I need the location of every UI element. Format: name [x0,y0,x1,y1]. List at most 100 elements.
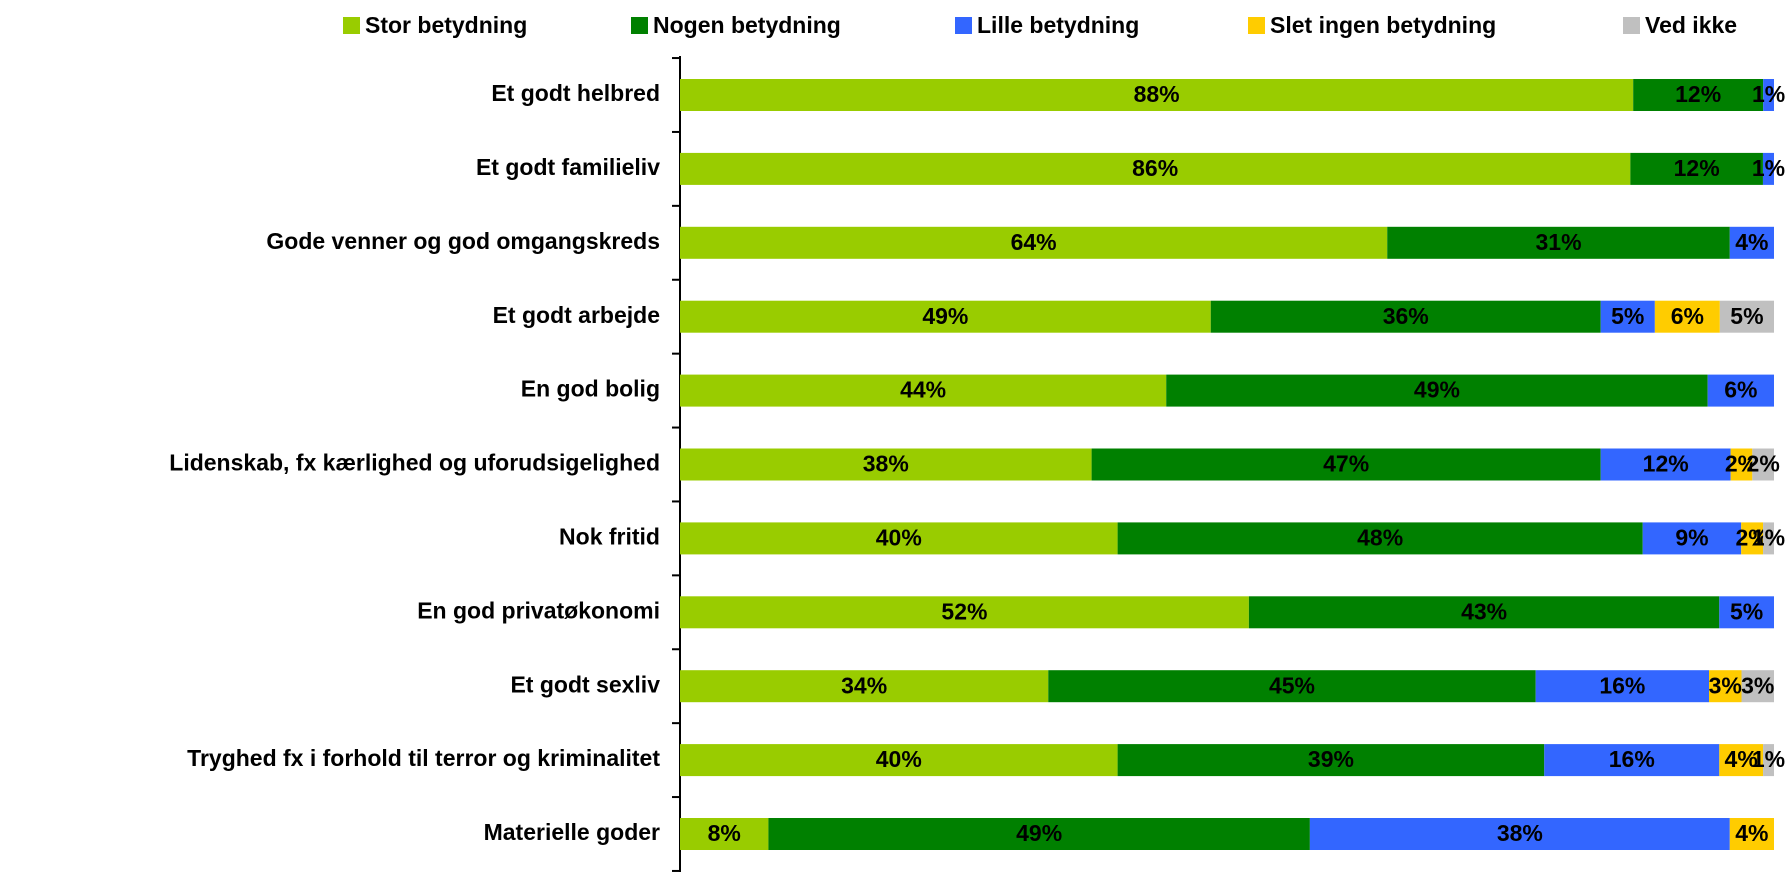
bar-segment [1752,448,1774,481]
bar-segment [1630,152,1763,185]
bar-segment [1741,522,1764,555]
data-label: 48% [1357,524,1403,550]
data-label: 5% [1730,598,1763,624]
y-tick-label: Nok fritid [559,523,660,549]
data-label: 12% [1643,451,1689,477]
bar-segment [1048,670,1536,703]
data-label: 12% [1674,155,1720,181]
data-label: 2% [1747,451,1780,477]
bar-segment [1387,226,1730,259]
data-label: 43% [1461,598,1507,624]
legend-swatch [1623,17,1640,34]
data-label: 49% [1016,820,1062,846]
data-label: 16% [1609,746,1655,772]
legend-label: Nogen betydning [653,12,841,38]
y-tick-label: En god bolig [521,376,660,402]
bar-segment [1729,226,1774,259]
data-label: 64% [1011,229,1057,255]
bar-segment [1709,670,1742,703]
y-tick-label: Lidenskab, fx kærlighed og uforudsigelig… [169,450,660,476]
bar-segment [1600,448,1731,481]
data-label: 88% [1134,81,1180,107]
legend-label: Ved ikke [1645,12,1737,38]
bar-segment [1309,818,1730,850]
data-label: 45% [1269,672,1315,698]
legend-label: Slet ingen betydning [1270,12,1496,38]
bar-segment [1248,596,1720,629]
legend-swatch [1248,17,1265,34]
data-label: 9% [1675,524,1708,550]
data-label: 52% [941,598,987,624]
bar-segment [680,522,1118,555]
bar-segment [1763,522,1774,555]
bar-segment [1719,300,1774,333]
bar-segment [1741,670,1774,703]
data-label: 39% [1308,746,1354,772]
bar-segment [680,152,1631,185]
data-label: 38% [1497,820,1543,846]
bar-segment [768,818,1310,850]
bar-segment [1707,374,1774,407]
bar-segment [1763,79,1774,111]
y-tick-label: Et godt helbred [491,80,660,106]
legend-swatch [955,17,972,34]
bar-segment [1117,522,1643,555]
bar-segment [1544,744,1720,777]
bar-segment [1762,152,1774,185]
y-tick-label: Gode venner og god omgangskreds [266,228,660,254]
bar-segment [1654,300,1720,333]
data-label: 6% [1671,303,1704,329]
data-label: 3% [1709,672,1742,698]
data-label: 36% [1383,303,1429,329]
data-label: 16% [1599,672,1645,698]
data-label: 4% [1725,746,1758,772]
bar-segment [1729,818,1774,850]
data-label: 12% [1675,81,1721,107]
data-label: 8% [708,820,741,846]
data-label: 4% [1735,820,1768,846]
bar-segment [1719,596,1774,629]
y-tick-label: Et godt familieliv [476,154,660,180]
y-tick-label: Et godt arbejde [493,302,660,328]
data-label: 1% [1752,155,1785,181]
data-label: 6% [1724,377,1757,403]
data-label: 4% [1735,229,1768,255]
bar-segment [1091,448,1601,481]
data-label: 1% [1752,524,1785,550]
bar-segment [1210,300,1601,333]
data-label: 44% [900,377,946,403]
bar-segment [1166,374,1708,407]
bar-segment [680,670,1049,703]
legend-label: Stor betydning [365,12,527,38]
bar-segment [1117,744,1545,777]
bar-segment [680,744,1118,777]
bar-segment [1730,448,1753,481]
bar-segment [1642,522,1742,555]
data-label: 49% [1414,377,1460,403]
legend-label: Lille betydning [977,12,1139,38]
data-label: 86% [1132,155,1178,181]
bar-segment [680,596,1249,629]
y-tick-label: Materielle goder [484,819,660,845]
bar-segment [1633,79,1764,111]
data-label: 40% [876,746,922,772]
y-tick-label: En god privatøkonomi [417,597,660,623]
bar-segment [680,79,1634,111]
bar-segment [680,226,1388,259]
bar-segment [680,300,1211,333]
data-label: 40% [876,524,922,550]
bar-segment [1600,300,1655,333]
data-label: 1% [1752,746,1785,772]
legend-swatch [631,17,648,34]
legend-swatch [343,17,360,34]
data-label: 31% [1535,229,1581,255]
data-label: 5% [1611,303,1644,329]
data-label: 1% [1752,81,1785,107]
data-label: 34% [841,672,887,698]
y-tick-label: Tryghed fx i forhold til terror og krimi… [187,745,660,771]
y-tick-label: Et godt sexliv [510,671,660,697]
bar-segment [1763,744,1774,777]
bar-segment [680,374,1167,407]
data-label: 38% [863,451,909,477]
